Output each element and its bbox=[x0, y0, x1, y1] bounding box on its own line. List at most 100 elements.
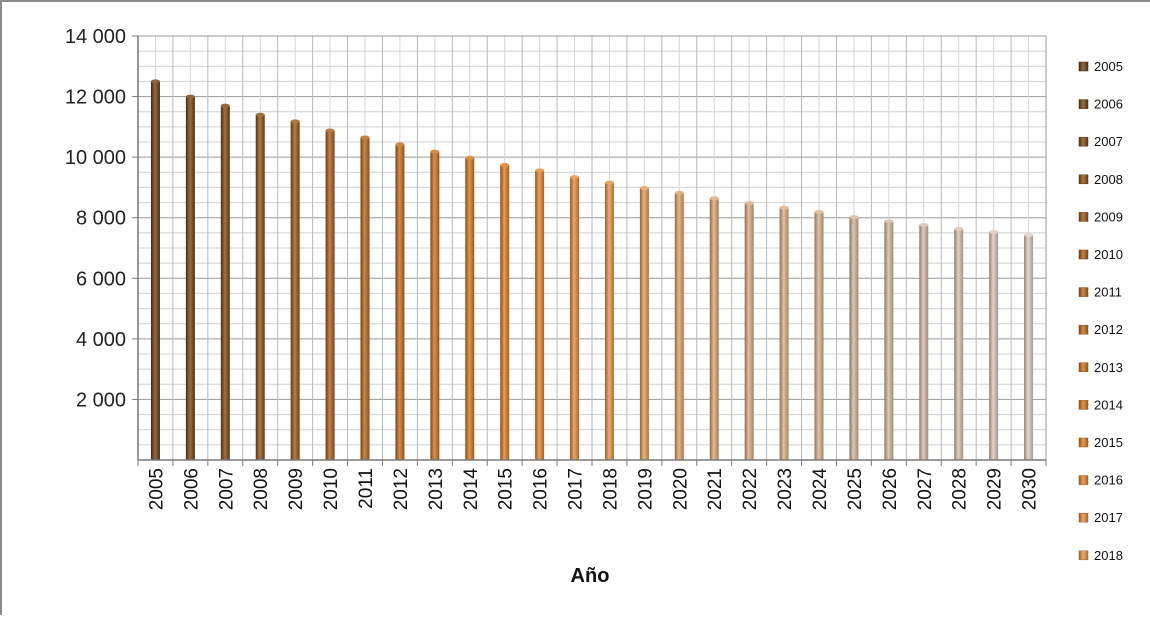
x-tick-label: 2005 bbox=[146, 468, 167, 510]
bar-top-2011 bbox=[360, 135, 370, 140]
legend-label-2016: 2016 bbox=[1094, 473, 1123, 488]
bar-2019 bbox=[639, 188, 649, 460]
bar-top-2018 bbox=[604, 180, 614, 185]
legend-label-2010: 2010 bbox=[1094, 247, 1123, 262]
x-tick-label: 2030 bbox=[1020, 468, 1041, 510]
y-tick-label: 10 000 bbox=[65, 147, 126, 169]
legend-swatch-2014 bbox=[1078, 400, 1089, 410]
x-tick-label: 2026 bbox=[880, 468, 901, 510]
bar-top-2025 bbox=[849, 215, 859, 220]
legend-swatch-2016 bbox=[1078, 475, 1089, 485]
bar-2030 bbox=[1024, 234, 1034, 460]
legend-label-2007: 2007 bbox=[1094, 134, 1123, 149]
bar-top-2021 bbox=[709, 196, 719, 201]
bar-2013 bbox=[430, 151, 440, 461]
bar-top-2026 bbox=[884, 219, 894, 224]
legend-label-2014: 2014 bbox=[1094, 397, 1123, 412]
y-tick-label: 12 000 bbox=[65, 87, 126, 109]
x-tick-label: 2007 bbox=[216, 468, 237, 510]
legend-label-2005: 2005 bbox=[1094, 59, 1123, 74]
bar-top-2016 bbox=[535, 168, 545, 173]
legend-swatch-2009 bbox=[1078, 212, 1089, 222]
bar-2014 bbox=[465, 157, 475, 460]
legend-swatch-2013 bbox=[1078, 362, 1089, 373]
bar-2026 bbox=[884, 221, 894, 460]
bar-2029 bbox=[989, 231, 999, 460]
bar-2011 bbox=[360, 137, 370, 460]
bar-top-2029 bbox=[989, 229, 999, 234]
legend-swatch-2011 bbox=[1078, 287, 1089, 297]
bar-top-2014 bbox=[465, 155, 475, 160]
bar-top-2007 bbox=[220, 103, 230, 108]
y-tick-label: 2 000 bbox=[76, 389, 126, 411]
bar-top-2017 bbox=[570, 175, 580, 180]
legend-label-2006: 2006 bbox=[1094, 97, 1123, 112]
legend-label-2015: 2015 bbox=[1094, 435, 1123, 450]
bar-top-2023 bbox=[779, 205, 789, 210]
legend-swatch-2018 bbox=[1078, 550, 1089, 561]
legend-swatch-2007 bbox=[1078, 136, 1089, 147]
x-tick-label: 2009 bbox=[286, 468, 307, 510]
legend: 2005 2006 2007 2008 2009 2010 2011 2012 2013 2014… bbox=[1078, 59, 1123, 563]
x-tick-labels: 2005 2006 2007 2008 2009 2010 2011 2012 2013 2014… bbox=[146, 468, 1040, 511]
y-tick-label: 4 000 bbox=[76, 329, 126, 351]
y-tick-label: 6 000 bbox=[76, 268, 126, 290]
bar-top-2005 bbox=[150, 79, 160, 84]
bar-2023 bbox=[779, 207, 789, 460]
x-tick-label: 2028 bbox=[950, 468, 971, 510]
bar-2012 bbox=[395, 144, 405, 460]
legend-swatch-2006 bbox=[1078, 99, 1089, 109]
bar-top-2024 bbox=[814, 209, 824, 214]
x-tick-label: 2027 bbox=[915, 468, 936, 510]
bar-top-2019 bbox=[639, 186, 649, 191]
x-tick-label: 2013 bbox=[426, 468, 447, 510]
legend-label-2009: 2009 bbox=[1094, 209, 1123, 224]
legend-swatch-2005 bbox=[1078, 61, 1089, 72]
x-tick-label: 2022 bbox=[740, 468, 761, 510]
bar-2024 bbox=[814, 211, 824, 460]
axes bbox=[132, 35, 1047, 466]
x-tick-label: 2011 bbox=[356, 468, 377, 509]
legend-swatch-2008 bbox=[1078, 174, 1089, 185]
x-tick-label: 2014 bbox=[461, 468, 482, 511]
bar-top-2015 bbox=[500, 163, 510, 168]
bar-2010 bbox=[325, 130, 335, 460]
bar-2028 bbox=[954, 228, 964, 460]
bar-2006 bbox=[185, 96, 195, 461]
bar-top-2030 bbox=[1024, 232, 1034, 237]
bar-2009 bbox=[290, 121, 300, 461]
legend-label-2017: 2017 bbox=[1094, 510, 1123, 525]
legend-swatch-2017 bbox=[1078, 512, 1089, 523]
x-tick-label: 2006 bbox=[181, 468, 202, 510]
y-tick-label: 8 000 bbox=[76, 208, 126, 230]
y-tick-labels: 2 000 4 000 6 000 8 000 10 000 12 000 14 000 bbox=[65, 26, 126, 411]
bar-2007 bbox=[220, 105, 230, 461]
bar-2018 bbox=[604, 182, 614, 460]
bar-top-2027 bbox=[919, 222, 929, 227]
bars bbox=[150, 79, 1034, 461]
legend-label-2013: 2013 bbox=[1094, 360, 1123, 375]
x-tick-label: 2020 bbox=[670, 468, 691, 510]
x-tick-label: 2023 bbox=[775, 468, 796, 510]
x-tick-label: 2016 bbox=[531, 468, 552, 510]
bar-2015 bbox=[500, 165, 510, 460]
bar-top-2010 bbox=[325, 128, 335, 133]
x-tick-label: 2025 bbox=[845, 468, 866, 510]
x-tick-label: 2018 bbox=[600, 468, 621, 510]
bar-top-2012 bbox=[395, 142, 405, 147]
x-tick-label: 2024 bbox=[810, 468, 831, 511]
bar-top-2008 bbox=[255, 112, 265, 117]
x-tick-label: 2008 bbox=[251, 468, 272, 510]
bar-2021 bbox=[709, 198, 719, 460]
legend-swatch-2010 bbox=[1078, 249, 1089, 260]
bar-top-2020 bbox=[674, 190, 684, 195]
legend-label-2018: 2018 bbox=[1094, 548, 1123, 563]
x-tick-label: 2017 bbox=[566, 468, 587, 510]
bar-2017 bbox=[570, 177, 580, 461]
bar-top-2006 bbox=[185, 94, 195, 99]
bar-top-2022 bbox=[744, 201, 754, 206]
x-tick-label: 2019 bbox=[635, 468, 656, 510]
bar-top-2009 bbox=[290, 119, 300, 124]
x-tick-label: 2010 bbox=[321, 468, 342, 510]
